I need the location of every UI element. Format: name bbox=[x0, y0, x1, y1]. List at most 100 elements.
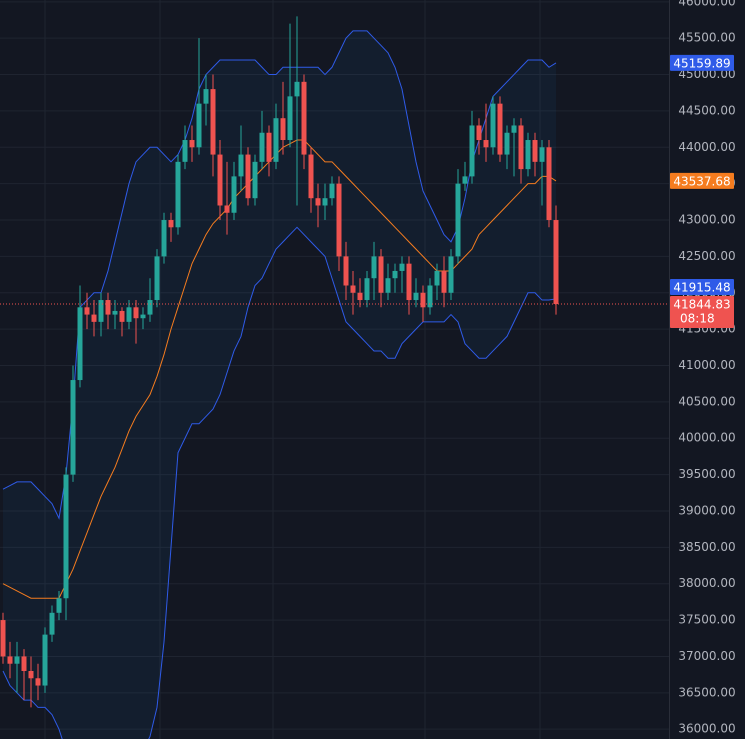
candle-body bbox=[420, 292, 426, 308]
candle-body bbox=[483, 140, 489, 148]
candle-body bbox=[469, 125, 475, 177]
y-tick-label: 37000.00 bbox=[678, 649, 735, 663]
y-tick-label: 45500.00 bbox=[678, 31, 735, 45]
candle-body bbox=[448, 256, 454, 293]
candle-body bbox=[378, 256, 384, 293]
candle-body bbox=[126, 307, 132, 322]
candle-body bbox=[98, 300, 104, 322]
candle-body bbox=[504, 132, 510, 155]
candle-body bbox=[140, 314, 146, 319]
candle-body bbox=[392, 270, 398, 279]
y-tick-label: 44000.00 bbox=[678, 140, 735, 154]
candle-body bbox=[91, 314, 97, 322]
candle-body bbox=[196, 103, 202, 148]
y-tick-label: 39000.00 bbox=[678, 503, 735, 517]
candle-body bbox=[133, 307, 139, 319]
price-tag-label: 41915.48 bbox=[673, 281, 730, 295]
candle-body bbox=[224, 205, 230, 213]
candle-body bbox=[238, 154, 244, 177]
candle-body bbox=[343, 256, 349, 286]
candle-body bbox=[413, 292, 419, 301]
candle-body bbox=[273, 118, 279, 162]
candle-body bbox=[63, 474, 69, 599]
candle-body bbox=[147, 300, 153, 315]
candle-body bbox=[280, 118, 286, 141]
candle-body bbox=[266, 132, 272, 162]
y-tick-label: 40000.00 bbox=[678, 431, 735, 445]
candle-body bbox=[175, 161, 181, 228]
band-fill bbox=[3, 30, 556, 739]
candle-body bbox=[105, 300, 111, 315]
candle-body bbox=[77, 307, 83, 381]
band-upper-line bbox=[2, 30, 557, 520]
candle-body bbox=[553, 220, 559, 305]
price-tag-label: 43537.68 bbox=[673, 174, 730, 188]
candle-body bbox=[399, 263, 405, 271]
candle-body bbox=[70, 380, 76, 475]
price-tag bbox=[670, 172, 734, 189]
candle-body bbox=[406, 263, 412, 301]
y-tick-label: 36000.00 bbox=[678, 722, 735, 736]
candle-body bbox=[441, 270, 447, 293]
candle-body bbox=[245, 154, 251, 199]
candle-body bbox=[462, 176, 468, 184]
countdown-label: 08:18 bbox=[680, 312, 715, 326]
candle-body bbox=[119, 310, 125, 322]
candle-body bbox=[287, 96, 293, 141]
candle-body bbox=[336, 183, 342, 257]
candle-body bbox=[210, 89, 216, 155]
y-tick-label: 38000.00 bbox=[678, 576, 735, 590]
candle-body bbox=[56, 598, 62, 613]
candle-body bbox=[7, 656, 13, 664]
candle-body bbox=[511, 125, 517, 133]
candle-body bbox=[217, 154, 223, 206]
candle-body bbox=[350, 285, 356, 293]
candle-body bbox=[539, 147, 545, 162]
candle-body bbox=[371, 256, 377, 279]
candle-body bbox=[364, 278, 370, 301]
candle-body bbox=[84, 307, 90, 315]
band-basis-line bbox=[2, 139, 557, 599]
y-tick-label: 39500.00 bbox=[678, 467, 735, 481]
price-tag-label: 45159.89 bbox=[673, 56, 730, 70]
candle-body bbox=[385, 278, 391, 293]
candle-body bbox=[182, 140, 188, 162]
candle-body bbox=[14, 656, 20, 664]
candle-body bbox=[490, 103, 496, 148]
candle-body bbox=[434, 270, 440, 286]
price-tag bbox=[670, 54, 734, 71]
candle-body bbox=[154, 256, 160, 301]
candle-body bbox=[259, 132, 265, 162]
candle-body bbox=[49, 612, 55, 635]
candle-body bbox=[161, 220, 167, 257]
candle-body bbox=[532, 140, 538, 162]
candle-body bbox=[294, 81, 300, 97]
y-tick-label: 38500.00 bbox=[678, 540, 735, 554]
candle-body bbox=[35, 678, 41, 686]
candle-body bbox=[525, 140, 531, 170]
candle-body bbox=[315, 198, 321, 206]
last-price-tag bbox=[670, 296, 734, 329]
candle-body bbox=[322, 198, 328, 206]
last-price-label: 41844.83 bbox=[673, 298, 730, 312]
candle-body bbox=[42, 634, 48, 686]
candle-body bbox=[455, 183, 461, 257]
candle-body bbox=[203, 89, 209, 104]
candle-body bbox=[357, 292, 363, 301]
y-tick-label: 46000.00 bbox=[678, 0, 735, 8]
price-tag bbox=[670, 279, 734, 296]
candle-body bbox=[427, 285, 433, 308]
candle-body bbox=[546, 147, 552, 221]
band-lower-line bbox=[2, 226, 557, 739]
candle-body bbox=[168, 220, 174, 228]
y-tick-label: 43000.00 bbox=[678, 213, 735, 227]
candle-body bbox=[301, 81, 307, 155]
candle-body bbox=[252, 161, 258, 199]
candle-body bbox=[28, 670, 34, 679]
candle-body bbox=[231, 176, 237, 213]
candle-body bbox=[308, 154, 314, 199]
candle-body bbox=[112, 310, 118, 315]
y-tick-label: 37500.00 bbox=[678, 613, 735, 627]
